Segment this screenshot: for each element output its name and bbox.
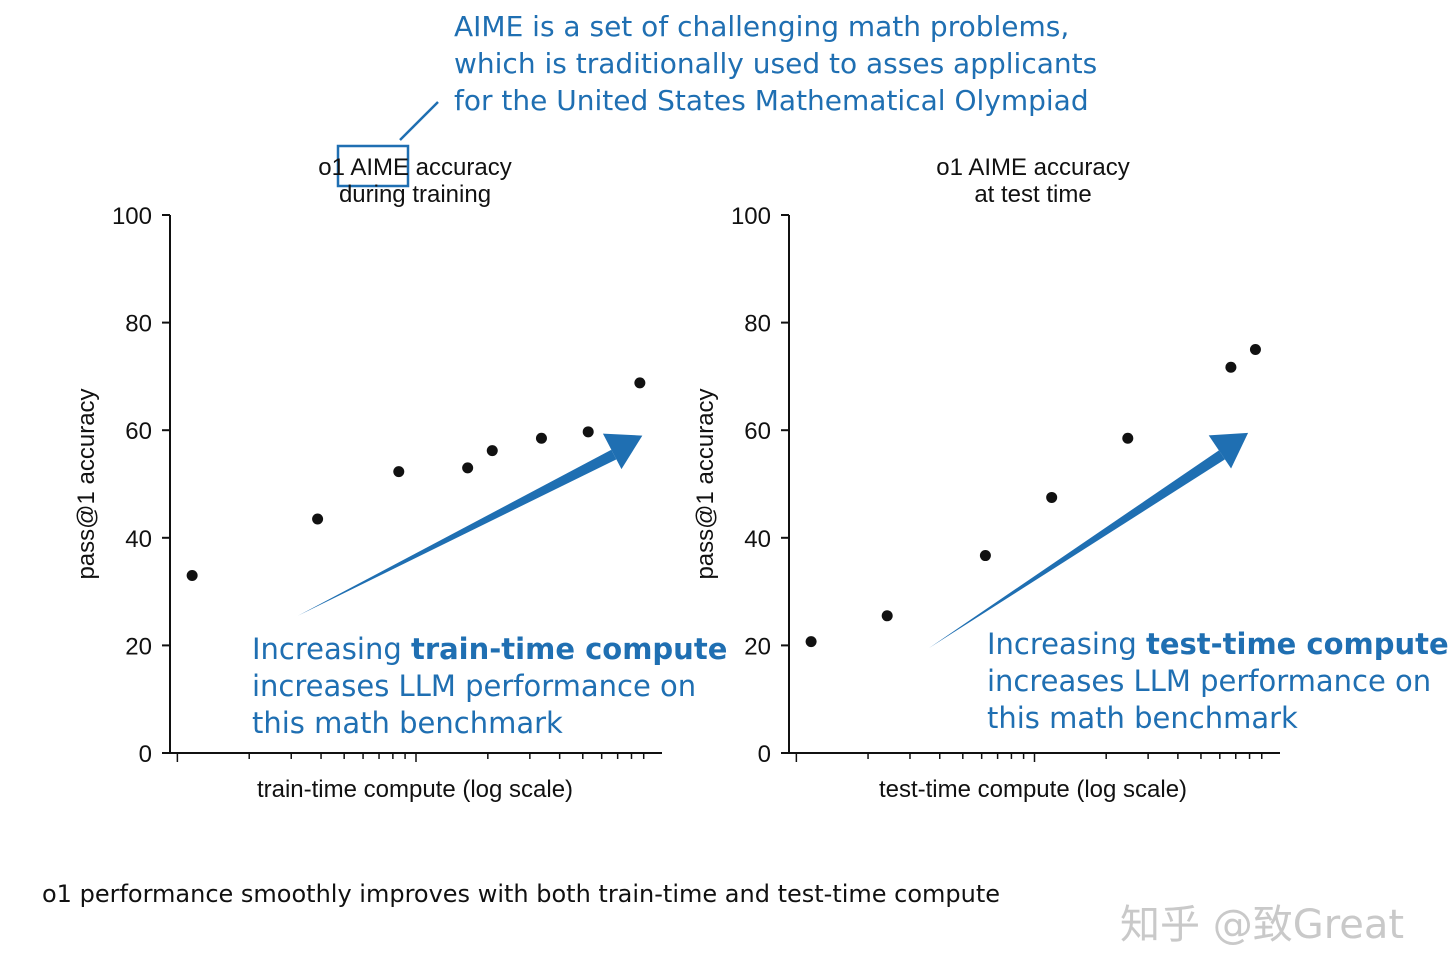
y-tick-label: 0 bbox=[139, 741, 152, 768]
watermark: 知乎 @致Great bbox=[1120, 902, 1405, 948]
callout-train-time: Increasing train-time compute increases … bbox=[252, 631, 727, 742]
callout-bold: train-time compute bbox=[410, 632, 728, 666]
chart-title-line: at test time bbox=[974, 181, 1091, 208]
aime-highlight-box bbox=[336, 144, 410, 188]
chart-title-line: o1 AIME accuracy bbox=[936, 154, 1129, 181]
y-tick-label: 40 bbox=[125, 526, 152, 553]
data-point bbox=[186, 569, 198, 581]
trend-arrow-shaft bbox=[928, 450, 1225, 649]
chart-title-line: during training bbox=[339, 181, 491, 208]
data-point bbox=[486, 445, 498, 457]
y-axis-label: pass@1 accuracy bbox=[73, 388, 100, 579]
y-tick-label: 80 bbox=[744, 311, 771, 338]
trend-arrow-head bbox=[1208, 432, 1249, 469]
y-tick-label: 100 bbox=[731, 203, 771, 230]
y-tick-label: 100 bbox=[112, 203, 152, 230]
y-axis-label: pass@1 accuracy bbox=[692, 388, 719, 579]
callout-line: this math benchmark bbox=[252, 706, 563, 740]
data-point bbox=[1249, 344, 1261, 355]
data-point bbox=[1225, 361, 1237, 373]
callout-line: increases LLM performance on bbox=[252, 669, 697, 703]
y-tick-label: 60 bbox=[744, 418, 771, 445]
data-point bbox=[805, 636, 817, 648]
callout-line: this math benchmark bbox=[987, 701, 1298, 735]
callout-test-time: Increasing test-time compute increases L… bbox=[987, 626, 1449, 737]
data-point bbox=[979, 550, 991, 562]
chart-test-time: o1 AIME accuracy at test time 0 20 40 60 80 1… bbox=[692, 154, 1280, 803]
figure-caption: o1 performance smoothly improves with bo… bbox=[42, 880, 1001, 908]
y-tick-label: 80 bbox=[125, 311, 152, 338]
trend-arrow-head bbox=[602, 433, 643, 470]
y-tick-label: 20 bbox=[744, 633, 771, 660]
callout-bold: test-time compute bbox=[1145, 627, 1449, 661]
trend-arrow-shaft bbox=[297, 449, 617, 616]
y-tick-label: 20 bbox=[125, 633, 152, 660]
data-point bbox=[535, 432, 547, 444]
callout-prefix: Increasing bbox=[987, 627, 1146, 661]
y-tick-label: 60 bbox=[125, 418, 152, 445]
data-point bbox=[312, 513, 324, 525]
data-point bbox=[634, 377, 646, 389]
aime-annotation-line: for the United States Mathematical Olymp… bbox=[454, 84, 1089, 117]
x-axis-label: test-time compute (log scale) bbox=[879, 776, 1187, 803]
data-point bbox=[582, 426, 594, 438]
callout-line: increases LLM performance on bbox=[987, 664, 1432, 698]
data-point bbox=[1122, 432, 1134, 444]
data-point bbox=[393, 466, 405, 478]
aime-connector-line bbox=[399, 101, 439, 141]
x-axis-label: train-time compute (log scale) bbox=[257, 776, 573, 803]
data-point bbox=[1046, 491, 1058, 503]
chart-title-line: o1 AIME accuracy bbox=[318, 154, 511, 181]
y-tick-label: 40 bbox=[744, 526, 771, 553]
aime-annotation: AIME is a set of challenging math proble… bbox=[454, 8, 1097, 119]
y-tick-label: 0 bbox=[758, 741, 771, 768]
aime-annotation-line: which is traditionally used to asses app… bbox=[454, 47, 1098, 80]
data-point bbox=[881, 610, 893, 622]
aime-annotation-line: AIME is a set of challenging math proble… bbox=[454, 10, 1070, 43]
data-point bbox=[462, 462, 474, 474]
callout-prefix: Increasing bbox=[252, 632, 411, 666]
chart-train-time: o1 AIME accuracy during training 0 20 40 60… bbox=[73, 154, 662, 803]
